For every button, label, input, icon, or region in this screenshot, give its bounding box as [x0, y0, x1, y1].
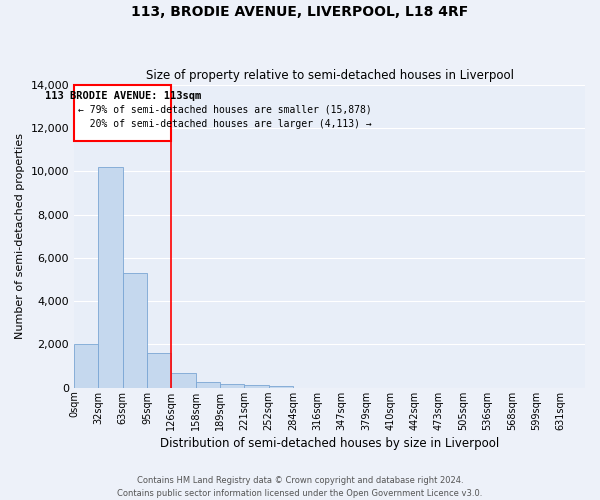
FancyBboxPatch shape — [74, 84, 172, 141]
Bar — [269, 386, 293, 388]
Title: Size of property relative to semi-detached houses in Liverpool: Size of property relative to semi-detach… — [146, 69, 514, 82]
Bar — [244, 385, 269, 388]
Text: ← 79% of semi-detached houses are smaller (15,878): ← 79% of semi-detached houses are smalle… — [77, 104, 371, 114]
Text: Contains HM Land Registry data © Crown copyright and database right 2024.
Contai: Contains HM Land Registry data © Crown c… — [118, 476, 482, 498]
Bar — [196, 382, 220, 388]
Bar — [147, 353, 172, 388]
Text: 113, BRODIE AVENUE, LIVERPOOL, L18 4RF: 113, BRODIE AVENUE, LIVERPOOL, L18 4RF — [131, 5, 469, 19]
Bar — [172, 372, 196, 388]
Bar — [98, 167, 123, 388]
Y-axis label: Number of semi-detached properties: Number of semi-detached properties — [15, 133, 25, 339]
Bar — [74, 344, 98, 388]
Text: 113 BRODIE AVENUE: 113sqm: 113 BRODIE AVENUE: 113sqm — [44, 90, 201, 101]
X-axis label: Distribution of semi-detached houses by size in Liverpool: Distribution of semi-detached houses by … — [160, 437, 499, 450]
Bar — [220, 384, 244, 388]
Text: 20% of semi-detached houses are larger (4,113) →: 20% of semi-detached houses are larger (… — [77, 119, 371, 129]
Bar — [123, 273, 147, 388]
